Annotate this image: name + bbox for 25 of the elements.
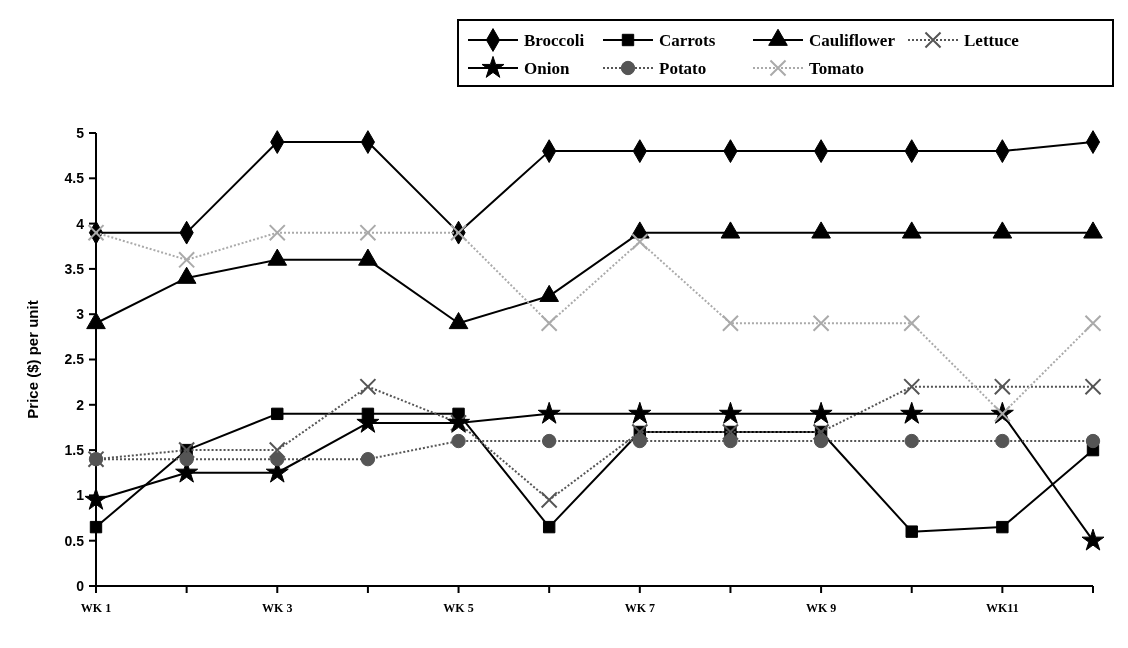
- legend-label: Carrots: [659, 30, 716, 50]
- x-tick-label: WK 1: [80, 601, 112, 615]
- y-tick-label: 4: [76, 215, 85, 232]
- y-axis-title: Price ($) per unit: [24, 300, 41, 419]
- legend-label: Cauliflower: [809, 30, 896, 50]
- legend-label: Onion: [524, 58, 570, 78]
- x-tick-label: WK 9: [805, 601, 837, 615]
- legend-label: Tomato: [809, 58, 865, 78]
- y-tick-label: 4.5: [64, 170, 85, 187]
- y-tick-label: 5: [76, 124, 85, 141]
- y-tick-label: 3: [76, 306, 85, 323]
- y-tick-label: 0: [76, 577, 85, 594]
- x-tick-label: WK 5: [443, 601, 474, 615]
- x-tick-label: WK 3: [262, 601, 293, 615]
- legend-label: Broccoli: [524, 30, 585, 50]
- x-tick-label: WK11: [986, 601, 1019, 615]
- legend-label: Lettuce: [964, 30, 1020, 50]
- y-tick-label: 1: [76, 487, 85, 504]
- y-tick-label: 2: [76, 396, 85, 413]
- y-tick-label: 2.5: [64, 351, 85, 368]
- legend-label: Potato: [659, 58, 707, 78]
- y-tick-label: 0.5: [64, 532, 85, 549]
- x-tick-label: WK 7: [624, 601, 655, 615]
- y-tick-label: 3.5: [64, 260, 85, 277]
- y-tick-label: 1.5: [64, 442, 85, 458]
